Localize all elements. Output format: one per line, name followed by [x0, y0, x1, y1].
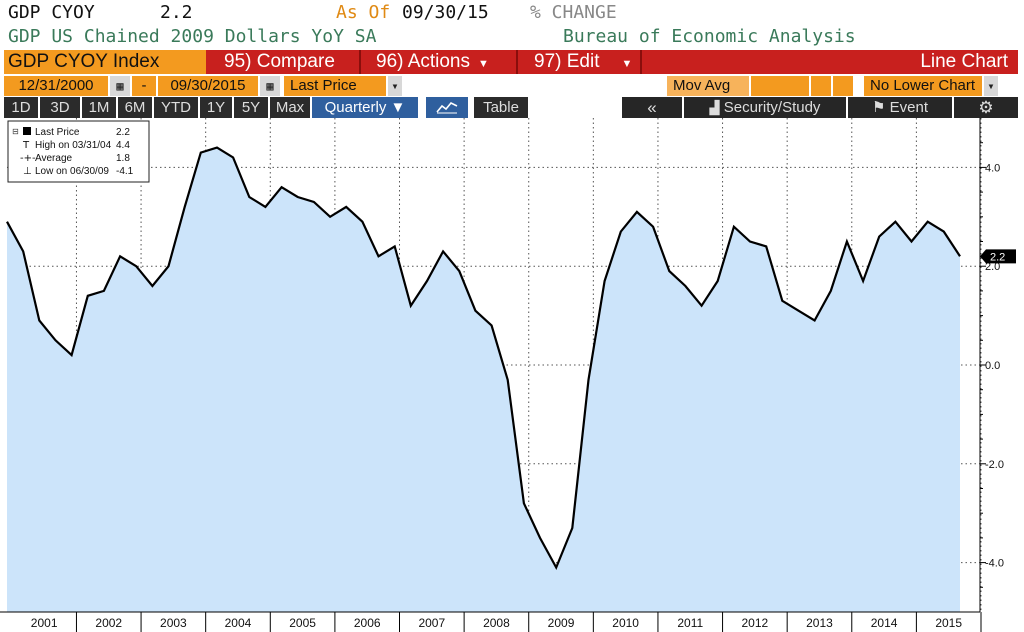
low-marker-icon: ⊥ — [23, 166, 32, 177]
chevron-down-icon[interactable]: ▾ — [984, 76, 998, 96]
legend-high-value: 4.4 — [116, 140, 130, 151]
security-description: GDP US Chained 2009 Dollars YoY SA — [8, 26, 377, 47]
series-line — [6, 146, 961, 571]
calendar-icon[interactable]: ▦ — [110, 76, 130, 96]
menu-divider — [359, 50, 361, 74]
legend-average-value: 1.8 — [116, 153, 130, 164]
chart-type-label: Line Chart — [920, 51, 1008, 72]
chevron-down-icon[interactable]: ▾ — [388, 76, 402, 96]
actions-label: 96) Actions — [376, 51, 470, 72]
security-study-button[interactable]: ▟ Security/Study — [684, 97, 846, 118]
mov-avg-field-3[interactable] — [833, 76, 853, 96]
event-button[interactable]: ⚑ Event — [848, 97, 952, 118]
x-tick-label: 2004 — [225, 616, 252, 630]
actions-button[interactable]: 96) Actions ▼ — [376, 50, 489, 74]
edit-label: 97) Edit — [534, 51, 600, 72]
menu-divider — [640, 50, 642, 74]
field-select[interactable]: Last Price — [284, 76, 386, 96]
study-chart-icon: ▟ — [709, 100, 720, 115]
as-of-label: As Of — [336, 2, 391, 23]
range-1m-button[interactable]: 1M — [82, 97, 116, 118]
y-tick-label: 0.0 — [985, 360, 1000, 372]
x-tick-label: 2002 — [95, 616, 122, 630]
security-field[interactable]: GDP CYOY Index — [4, 50, 206, 74]
change-label: % CHANGE — [530, 2, 617, 23]
chevron-down-icon: ▼ — [478, 58, 489, 70]
mov-avg-select[interactable]: Mov Avg — [667, 76, 749, 96]
range-ytd-button[interactable]: YTD — [154, 97, 198, 118]
security-study-label: Security/Study — [723, 99, 821, 116]
collapse-icon[interactable]: « — [622, 97, 682, 118]
legend: ⊟ Last Price 2.2 T High on 03/31/04 4.4 … — [7, 120, 150, 183]
legend-last-price-label: Last Price — [35, 127, 80, 138]
legend-collapse-icon[interactable]: ⊟ — [12, 127, 19, 136]
date-dash: - — [132, 76, 156, 96]
y-tick-label: 4.0 — [985, 162, 1000, 174]
start-date-input[interactable]: 12/31/2000 — [4, 76, 108, 96]
x-axis-band — [0, 612, 980, 632]
range-1d-button[interactable]: 1D — [4, 97, 38, 118]
lower-chart-select[interactable]: No Lower Chart — [864, 76, 982, 96]
range-3d-button[interactable]: 3D — [40, 97, 80, 118]
y-tick-label: 2.0 — [985, 261, 1000, 273]
range-max-button[interactable]: Max — [270, 97, 310, 118]
range-toolbar: 1D 3D 1M 6M YTD 1Y 5Y Max Quarterly ▼ Ta… — [4, 97, 1018, 118]
x-tick-label: 2009 — [548, 616, 575, 630]
high-marker-icon: T — [22, 140, 30, 151]
legend-low-label: Low on 06/30/09 — [35, 166, 109, 177]
last-value-tag-label: 2.2 — [990, 251, 1005, 263]
legend-swatch-icon — [23, 127, 31, 135]
title-line: GDP CYOY 2.2 As Of 09/30/15 % CHANGE — [8, 2, 1018, 24]
range-6m-button[interactable]: 6M — [118, 97, 152, 118]
as-of-date: 09/30/15 — [402, 2, 489, 23]
y-tick-label: -4.0 — [985, 558, 1004, 570]
x-tick-label: 2001 — [31, 616, 58, 630]
area-fill — [7, 147, 960, 612]
edit-button[interactable]: 97) Edit ▼ — [534, 50, 632, 74]
x-tick-label: 2014 — [871, 616, 898, 630]
table-button[interactable]: Table — [474, 97, 528, 118]
description-line: GDP US Chained 2009 Dollars YoY SA Burea… — [8, 26, 1018, 48]
y-tick-label: -2.0 — [985, 459, 1004, 471]
data-source: Bureau of Economic Analysis — [563, 26, 856, 47]
mov-avg-field[interactable] — [751, 76, 809, 96]
line-chart-icon[interactable] — [426, 97, 468, 118]
frequency-select[interactable]: Quarterly ▼ — [312, 97, 418, 118]
x-tick-label: 2005 — [289, 616, 316, 630]
x-tick-label: 2006 — [354, 616, 381, 630]
legend-high-label: High on 03/31/04 — [35, 140, 112, 151]
chart-type-button[interactable]: Line Chart — [920, 50, 1008, 74]
axes: 4.0 2.0 0.0 -2.0 -4.0 2001 2002 2003 2004 2005 200… — [0, 118, 1004, 632]
last-value-tag: 2.2 — [980, 249, 1016, 264]
range-1y-button[interactable]: 1Y — [200, 97, 232, 118]
x-tick-label: 2015 — [935, 616, 962, 630]
event-label: Event — [889, 99, 928, 116]
gear-icon[interactable]: ⚙ — [954, 97, 1018, 118]
menu-divider — [516, 50, 518, 74]
last-value: 2.2 — [160, 2, 193, 23]
compare-label: 95) Compare — [224, 51, 335, 72]
legend-low-value: -4.1 — [116, 166, 134, 177]
x-tick-label: 2007 — [418, 616, 445, 630]
x-tick-label: 2011 — [677, 616, 703, 630]
average-marker-icon: -+- — [20, 153, 36, 164]
ticker-label: GDP CYOY — [8, 2, 95, 23]
x-tick-label: 2003 — [160, 616, 187, 630]
x-tick-label: 2013 — [806, 616, 833, 630]
date-range-row: 12/31/2000 ▦ - 09/30/2015 ▦ Last Price ▾… — [4, 76, 1018, 96]
x-tick-label: 2010 — [612, 616, 639, 630]
menu-bar: GDP CYOY Index 95) Compare 96) Actions ▼ … — [4, 50, 1018, 74]
compare-button[interactable]: 95) Compare — [224, 50, 335, 74]
flag-icon: ⚑ — [872, 99, 886, 116]
legend-last-price-value: 2.2 — [116, 127, 130, 138]
x-tick-label: 2012 — [742, 616, 769, 630]
chevron-down-icon: ▼ — [621, 58, 633, 70]
mov-avg-field-2[interactable] — [811, 76, 831, 96]
range-5y-button[interactable]: 5Y — [234, 97, 268, 118]
legend-average-label: Average — [35, 153, 73, 164]
x-tick-label: 2008 — [483, 616, 510, 630]
calendar-icon[interactable]: ▦ — [260, 76, 280, 96]
end-date-input[interactable]: 09/30/2015 — [158, 76, 258, 96]
